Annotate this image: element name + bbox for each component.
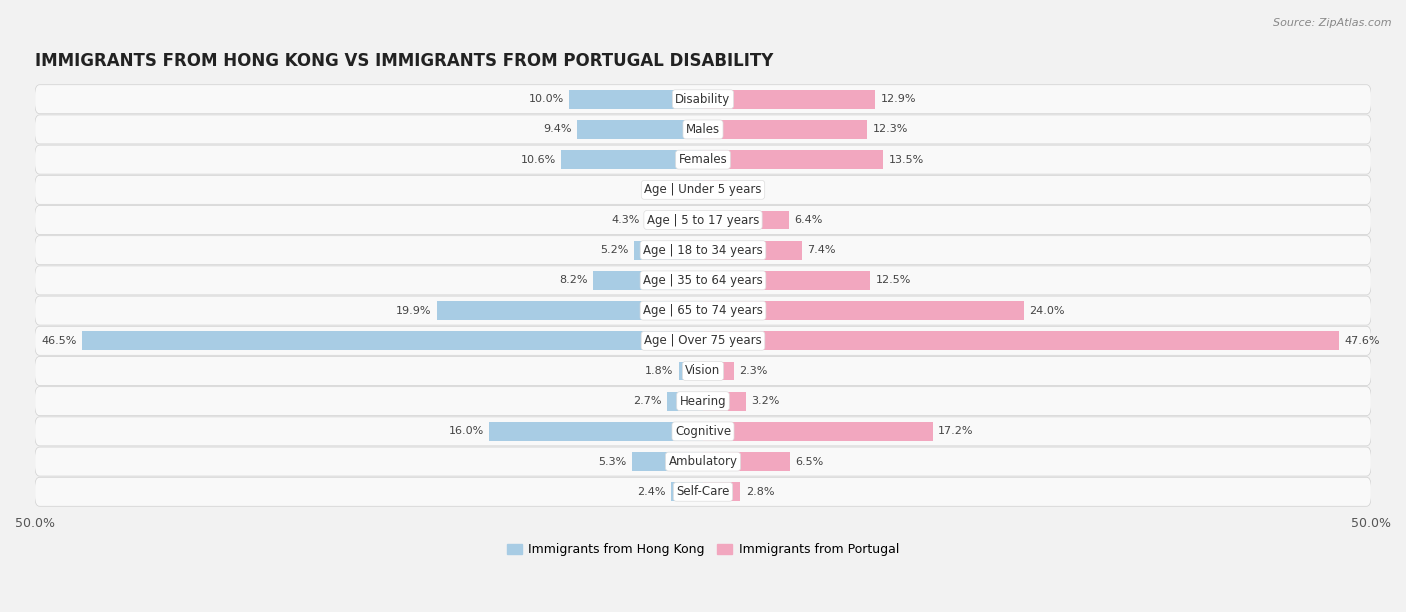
Text: 12.3%: 12.3% <box>873 124 908 135</box>
FancyBboxPatch shape <box>35 266 1371 295</box>
Text: Age | 65 to 74 years: Age | 65 to 74 years <box>643 304 763 317</box>
Bar <box>703 452 790 471</box>
Bar <box>703 482 741 501</box>
Text: Hearing: Hearing <box>679 395 727 408</box>
Text: 5.2%: 5.2% <box>600 245 628 255</box>
Text: Self-Care: Self-Care <box>676 485 730 498</box>
Bar <box>703 392 745 411</box>
Bar <box>634 241 703 259</box>
Text: Age | Over 75 years: Age | Over 75 years <box>644 334 762 347</box>
Text: 9.4%: 9.4% <box>544 124 572 135</box>
FancyBboxPatch shape <box>35 477 1371 506</box>
Text: Age | 18 to 34 years: Age | 18 to 34 years <box>643 244 763 256</box>
FancyBboxPatch shape <box>35 417 1371 446</box>
Text: 17.2%: 17.2% <box>938 427 973 436</box>
Text: 10.6%: 10.6% <box>520 155 555 165</box>
Bar <box>633 452 703 471</box>
Bar <box>671 482 703 501</box>
Text: Females: Females <box>679 153 727 166</box>
Text: 1.8%: 1.8% <box>733 185 761 195</box>
Text: 5.3%: 5.3% <box>599 457 627 466</box>
Bar <box>593 271 703 289</box>
Bar <box>703 120 868 139</box>
FancyBboxPatch shape <box>35 206 1371 234</box>
Bar <box>703 90 876 108</box>
Text: IMMIGRANTS FROM HONG KONG VS IMMIGRANTS FROM PORTUGAL DISABILITY: IMMIGRANTS FROM HONG KONG VS IMMIGRANTS … <box>35 52 773 70</box>
FancyBboxPatch shape <box>35 84 1371 114</box>
Bar <box>703 211 789 230</box>
Text: 1.8%: 1.8% <box>645 366 673 376</box>
FancyBboxPatch shape <box>35 357 1371 386</box>
Text: Ambulatory: Ambulatory <box>668 455 738 468</box>
Bar <box>703 301 1024 320</box>
FancyBboxPatch shape <box>35 115 1371 144</box>
FancyBboxPatch shape <box>35 387 1371 416</box>
FancyBboxPatch shape <box>35 326 1371 356</box>
FancyBboxPatch shape <box>35 175 1371 204</box>
Text: Source: ZipAtlas.com: Source: ZipAtlas.com <box>1274 18 1392 28</box>
Bar <box>703 241 801 259</box>
Text: Vision: Vision <box>685 365 721 378</box>
Bar <box>569 90 703 108</box>
Text: 13.5%: 13.5% <box>889 155 924 165</box>
Bar <box>703 151 883 169</box>
Text: 0.95%: 0.95% <box>650 185 685 195</box>
Text: 19.9%: 19.9% <box>396 305 432 316</box>
Text: Age | Under 5 years: Age | Under 5 years <box>644 184 762 196</box>
Text: 4.3%: 4.3% <box>612 215 640 225</box>
Text: 12.5%: 12.5% <box>876 275 911 285</box>
Bar <box>703 271 870 289</box>
Bar <box>645 211 703 230</box>
Text: 8.2%: 8.2% <box>560 275 588 285</box>
Bar <box>561 151 703 169</box>
Bar <box>703 332 1339 350</box>
Text: 47.6%: 47.6% <box>1344 336 1379 346</box>
Text: Age | 5 to 17 years: Age | 5 to 17 years <box>647 214 759 226</box>
Bar <box>578 120 703 139</box>
Text: 16.0%: 16.0% <box>449 427 484 436</box>
Text: 2.8%: 2.8% <box>745 487 775 497</box>
Bar <box>437 301 703 320</box>
Text: 6.4%: 6.4% <box>794 215 823 225</box>
Text: 10.0%: 10.0% <box>529 94 564 104</box>
Text: 2.4%: 2.4% <box>637 487 665 497</box>
Bar <box>690 181 703 199</box>
Text: 2.7%: 2.7% <box>633 396 662 406</box>
Bar <box>703 422 932 441</box>
Text: 46.5%: 46.5% <box>41 336 76 346</box>
Text: 7.4%: 7.4% <box>807 245 835 255</box>
Text: Cognitive: Cognitive <box>675 425 731 438</box>
Bar <box>703 181 727 199</box>
Bar <box>82 332 703 350</box>
FancyBboxPatch shape <box>35 296 1371 325</box>
Text: 24.0%: 24.0% <box>1029 305 1064 316</box>
FancyBboxPatch shape <box>35 145 1371 174</box>
FancyBboxPatch shape <box>35 447 1371 476</box>
Bar <box>666 392 703 411</box>
Text: Disability: Disability <box>675 93 731 106</box>
Bar <box>703 362 734 380</box>
Text: 12.9%: 12.9% <box>880 94 917 104</box>
FancyBboxPatch shape <box>35 236 1371 265</box>
Legend: Immigrants from Hong Kong, Immigrants from Portugal: Immigrants from Hong Kong, Immigrants fr… <box>502 539 904 561</box>
Text: 2.3%: 2.3% <box>740 366 768 376</box>
Text: Age | 35 to 64 years: Age | 35 to 64 years <box>643 274 763 287</box>
Text: 3.2%: 3.2% <box>751 396 779 406</box>
Text: 6.5%: 6.5% <box>796 457 824 466</box>
Bar <box>679 362 703 380</box>
Text: Males: Males <box>686 123 720 136</box>
Bar <box>489 422 703 441</box>
